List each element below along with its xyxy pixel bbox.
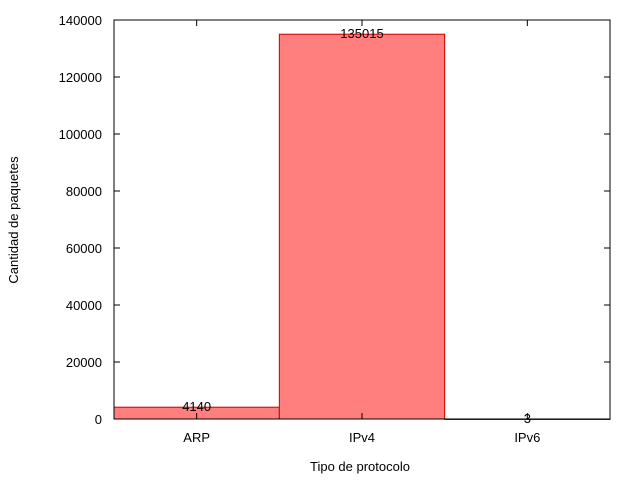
x-tick-label-ipv6: IPv6: [514, 430, 540, 445]
y-tick-label: 120000: [59, 70, 102, 85]
x-axis-label: Tipo de protocolo: [310, 459, 410, 474]
bars-group: [113, 33, 611, 420]
y-tick-labels-group: 0 20000 40000 60000 80000 100000 120000 140000: [59, 13, 102, 427]
x-tick-label-arp: ARP: [183, 430, 210, 445]
y-tick-label: 60000: [66, 241, 102, 256]
x-tick-label-ipv4: IPv4: [349, 430, 375, 445]
y-tick-label: 140000: [59, 13, 102, 28]
x-tick-labels-group: ARP IPv4 IPv6: [183, 430, 540, 445]
y-tick-label: 0: [95, 412, 102, 427]
data-label-arp: 4140: [182, 399, 211, 414]
y-tick-label: 100000: [59, 127, 102, 142]
y-tick-label: 80000: [66, 184, 102, 199]
y-axis-label: Cantidad de paquetes: [6, 156, 21, 284]
y-tick-label: 40000: [66, 298, 102, 313]
bar-ipv4: [278, 33, 446, 420]
data-label-ipv4: 135015: [340, 26, 383, 41]
axis-ticks-group: [114, 19, 610, 420]
y-tick-label: 20000: [66, 355, 102, 370]
